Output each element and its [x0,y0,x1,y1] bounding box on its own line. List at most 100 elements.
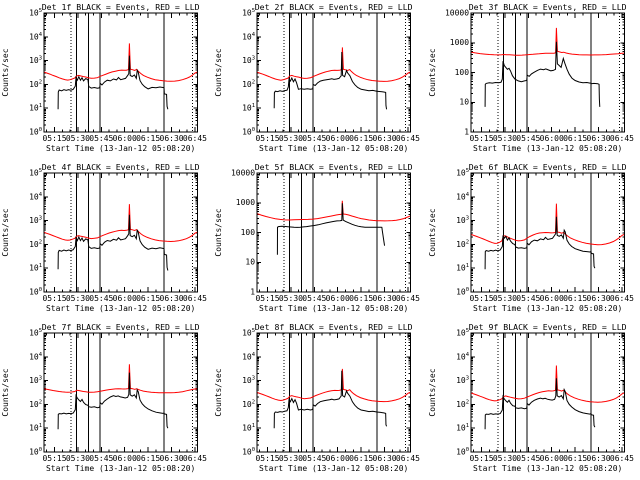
event-marker-lines [70,173,194,292]
x-axis-title: Start Time (13-Jan-12 05:08:20) [259,304,408,313]
y-tick-label: 102 [456,239,469,248]
events-series [274,51,388,110]
y-axis-title: Counts/sec [1,368,10,416]
y-tick-label: 100 [241,228,256,237]
x-tick-label: 06:30 [160,454,184,463]
y-tick-label: 104 [456,192,470,201]
x-tick-label: 06:30 [373,134,397,143]
y-tick-label: 100 [456,287,469,296]
x-tick-label: 05:45 [89,454,113,463]
panel-title: Det 9f BLACK = Events, RED = LLD [468,322,626,332]
y-tick-label: 100 [242,127,255,136]
x-tick-label: 06:45 [610,134,634,143]
y-tick-label: 105 [29,8,42,17]
x-tick-label: 06:15 [136,294,160,303]
x-tick-label: 06:00 [326,134,350,143]
panel-title: Det 2f BLACK = Events, RED = LLD [255,2,413,12]
lld-series [44,364,198,394]
x-axis-title: Start Time (13-Jan-12 05:08:20) [259,144,408,153]
axes: 05:15 05:30 05:45 06:00 06:15 06:30 06:45 100 10… [29,8,207,143]
x-tick-label: 06:15 [349,454,373,463]
y-tick-label: 104 [242,32,256,41]
events-series [484,378,595,430]
plot-panel-det-3f: 05:15 05:30 05:45 06:00 06:15 06:30 06:45 1 10 10… [427,0,640,160]
y-tick-label: 104 [29,192,43,201]
chart-det-3f: 05:15 05:30 05:45 06:00 06:15 06:30 06:45 1 10 10… [428,2,634,153]
lld-series [257,200,411,222]
plot-panel-det-4f: 05:15 05:30 05:45 06:00 06:15 06:30 06:45 100 10… [0,160,213,320]
events-series [484,216,595,270]
panel-title: Det 7f BLACK = Events, RED = LLD [42,322,200,332]
axes: 05:15 05:30 05:45 06:00 06:15 06:30 06:45 100 10… [29,168,207,303]
y-tick-label: 101 [29,263,42,272]
axes: 05:15 05:30 05:45 06:00 06:15 06:30 06:45 100 10… [29,328,207,463]
x-tick-label: 05:15 [42,134,66,143]
y-tick-label: 104 [29,352,43,361]
y-tick-label: 1 [464,128,469,137]
x-tick-label: 06:45 [396,134,420,143]
x-tick-label: 05:45 [303,294,327,303]
x-tick-label: 06:15 [136,134,160,143]
y-tick-label: 1 [251,288,256,297]
x-tick-label: 05:30 [279,294,303,303]
x-tick-label: 06:00 [113,294,137,303]
y-axis-title: Counts/sec [1,208,10,256]
y-tick-label: 105 [29,168,42,177]
plot-panel-det-6f: 05:15 05:30 05:45 06:00 06:15 06:30 06:45 100 10… [427,160,640,320]
axes: 05:15 05:30 05:45 06:00 06:15 06:30 06:45 100 10… [456,168,634,303]
events-series [274,370,388,429]
events-series [57,214,169,271]
y-tick-label: 105 [456,328,469,337]
y-tick-label: 102 [242,79,255,88]
x-tick-label: 05:15 [469,134,493,143]
x-tick-label: 05:15 [42,294,66,303]
y-tick-label: 10 [246,258,256,267]
y-tick-label: 1000 [449,38,468,47]
x-tick-label: 06:00 [113,134,137,143]
y-axis-title: Counts/sec [214,368,223,416]
y-tick-label: 102 [29,79,42,88]
lld-series [44,204,198,243]
x-tick-label: 05:30 [493,294,517,303]
y-tick-label: 10000 [231,169,255,178]
y-axis-title: Counts/sec [428,368,437,416]
events-series [57,372,169,430]
x-tick-label: 05:45 [89,134,113,143]
x-tick-label: 06:30 [586,294,610,303]
y-tick-label: 102 [456,399,469,408]
chart-det-2f: 05:15 05:30 05:45 06:00 06:15 06:30 06:45 100 10… [214,2,420,153]
lld-series [257,47,411,82]
panel-title: Det 1f BLACK = Events, RED = LLD [42,2,200,12]
panel-title: Det 8f BLACK = Events, RED = LLD [255,322,413,332]
y-tick-label: 103 [456,376,469,385]
x-tick-label: 05:30 [493,454,517,463]
y-tick-label: 101 [242,103,255,112]
x-tick-label: 06:15 [563,134,587,143]
x-tick-label: 06:45 [396,294,420,303]
y-tick-label: 101 [29,423,42,432]
y-tick-label: 1000 [236,198,255,207]
x-tick-label: 06:00 [539,294,563,303]
x-axis-title: Start Time (13-Jan-12 05:08:20) [46,464,195,473]
x-tick-label: 06:00 [113,454,137,463]
event-marker-lines [283,333,407,452]
y-tick-label: 101 [29,103,42,112]
x-axis-title: Start Time (13-Jan-12 05:08:20) [473,464,622,473]
chart-det-5f: 05:15 05:30 05:45 06:00 06:15 06:30 06:45 1 10 10… [214,162,420,313]
x-tick-label: 05:30 [66,294,90,303]
y-tick-label: 104 [29,32,43,41]
panel-title: Det 5f BLACK = Events, RED = LLD [255,162,413,172]
axes: 05:15 05:30 05:45 06:00 06:15 06:30 06:45 100 10… [242,8,420,143]
x-tick-label: 05:15 [256,454,280,463]
x-axis-title: Start Time (13-Jan-12 05:08:20) [46,144,195,153]
x-tick-label: 06:30 [586,134,610,143]
plot-panel-det-8f: 05:15 05:30 05:45 06:00 06:15 06:30 06:45 100 10… [213,320,426,480]
chart-det-4f: 05:15 05:30 05:45 06:00 06:15 06:30 06:45 100 10… [1,162,207,313]
event-marker-lines [497,13,620,132]
x-tick-label: 05:30 [279,134,303,143]
events-series [57,55,169,110]
lld-series [257,368,411,403]
y-tick-label: 105 [242,328,255,337]
x-tick-label: 05:30 [493,134,517,143]
